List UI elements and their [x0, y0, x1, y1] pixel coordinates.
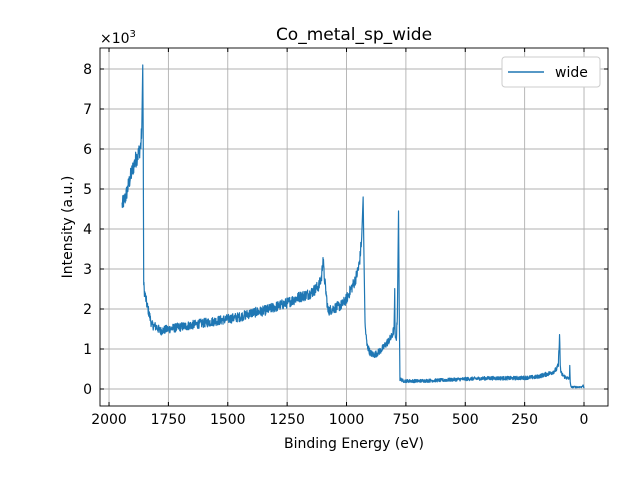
x-tick-label: 1250	[269, 412, 305, 428]
legend-box	[501, 56, 601, 88]
ticks: 2000 1750 1500 1250 1000 750 500 250 0 0 1 2 3 4 5 6 7 8	[83, 48, 608, 428]
y-tick-label: 6	[83, 142, 92, 158]
x-tick-label: 1000	[329, 412, 365, 428]
y-tick-label: 1	[83, 342, 92, 358]
x-tick-label: 500	[452, 412, 479, 428]
x-axis-label: Binding Energy (eV)	[284, 436, 424, 452]
x-tick-label: 1500	[210, 412, 246, 428]
x-tick-label: 250	[511, 412, 538, 428]
x-tick-label: 750	[393, 412, 420, 428]
y-tick-label: 7	[83, 102, 92, 118]
y-tick-label: 4	[83, 222, 92, 238]
y-tick-label: 8	[83, 62, 92, 78]
y-tick-label: 5	[83, 182, 92, 198]
y-axis-label: Intensity (a.u.)	[60, 176, 76, 279]
x-tick-label: 2000	[91, 412, 127, 428]
chart-title: Co_metal_sp_wide	[276, 25, 432, 45]
legend: wide	[501, 56, 601, 88]
x-tick-label: 0	[580, 412, 589, 428]
y-tick-label: 0	[83, 382, 92, 398]
grid	[100, 48, 608, 406]
legend-label-wide: wide	[555, 65, 588, 81]
series-line-wide	[121, 64, 585, 389]
series-layer	[121, 64, 585, 389]
y-tick-label: 2	[83, 302, 92, 318]
x-tick-label: 1750	[151, 412, 187, 428]
y-tick-label: 3	[83, 262, 92, 278]
plot-frame	[99, 47, 609, 407]
y-multiplier: ×103	[100, 29, 136, 47]
